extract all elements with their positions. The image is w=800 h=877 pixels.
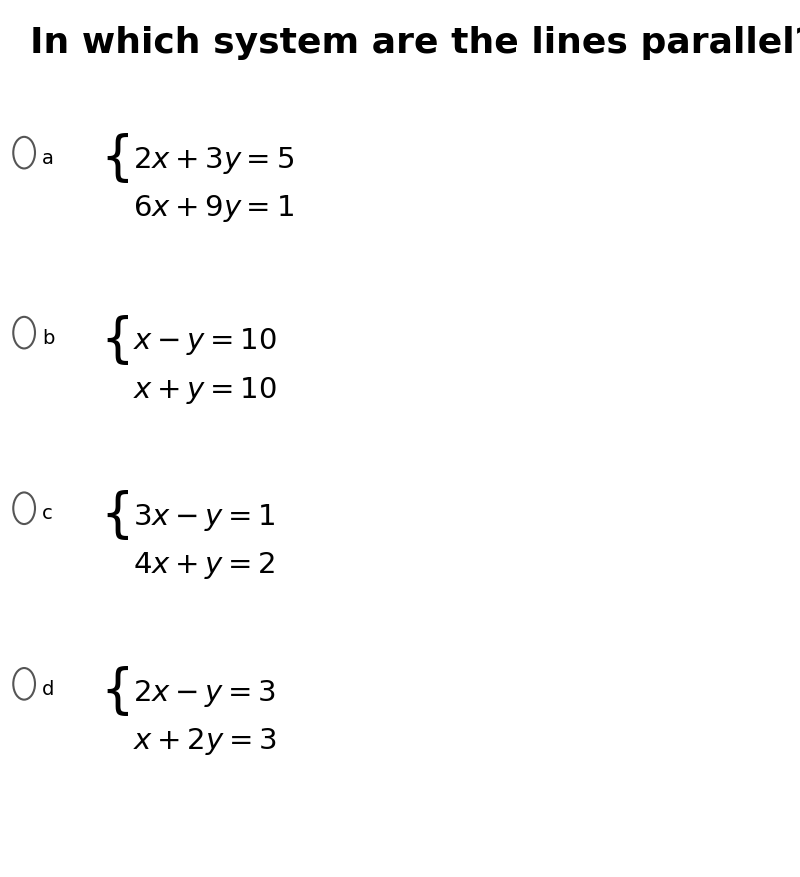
Text: $\{$: $\{$ [99,488,129,542]
Text: $4x + y = 2$: $4x + y = 2$ [133,550,275,581]
Circle shape [14,138,35,169]
Text: c: c [42,503,53,523]
Text: $6x + 9y = 1$: $6x + 9y = 1$ [133,193,294,224]
Text: $\{$: $\{$ [99,131,129,185]
Circle shape [14,668,35,700]
Text: In which system are the lines parallel?: In which system are the lines parallel? [30,26,800,61]
Circle shape [14,493,35,524]
Text: $\{$: $\{$ [99,663,129,717]
Text: a: a [42,148,54,168]
Text: $3x - y = 1$: $3x - y = 1$ [133,502,275,532]
Circle shape [14,317,35,349]
Text: $2x - y = 3$: $2x - y = 3$ [133,677,275,708]
Text: $2x + 3y = 5$: $2x + 3y = 5$ [133,145,294,175]
Text: $x + y = 10$: $x + y = 10$ [133,374,277,405]
Text: d: d [42,679,54,698]
Text: b: b [42,328,54,347]
Text: $\{$: $\{$ [99,312,129,367]
Text: $x - y = 10$: $x - y = 10$ [133,326,277,357]
Text: $x + 2y = 3$: $x + 2y = 3$ [133,725,276,756]
